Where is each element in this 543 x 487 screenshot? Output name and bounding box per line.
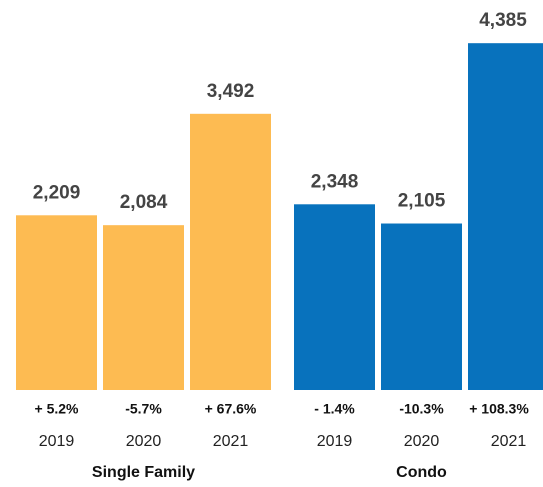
value-label: 4,385 xyxy=(479,10,527,31)
bar xyxy=(103,225,184,390)
change-label: -5.7% xyxy=(125,401,162,417)
x-tick-label: 2019 xyxy=(317,433,353,450)
x-tick-label: 2020 xyxy=(404,433,440,450)
group-label: Single Family xyxy=(92,464,195,481)
x-tick-label: 2021 xyxy=(491,433,527,450)
bar xyxy=(468,43,543,390)
value-label: 2,348 xyxy=(311,171,359,192)
x-tick-label: 2020 xyxy=(126,433,162,450)
value-label: 3,492 xyxy=(207,81,255,102)
x-tick-label: 2019 xyxy=(39,433,75,450)
value-label: 2,105 xyxy=(398,191,446,212)
bar xyxy=(381,223,462,390)
bar xyxy=(16,215,97,390)
change-label: + 67.6% xyxy=(205,401,257,417)
change-label: -10.3% xyxy=(399,401,444,417)
bar xyxy=(294,204,375,390)
value-label: 2,084 xyxy=(120,192,168,213)
change-label: + 5.2% xyxy=(35,401,80,417)
value-label: 2,209 xyxy=(33,182,81,203)
change-label: - 1.4% xyxy=(314,401,355,417)
change-label: + 108.3% xyxy=(469,401,529,417)
x-tick-label: 2021 xyxy=(213,433,249,450)
group-label: Condo xyxy=(396,464,447,481)
bar xyxy=(190,113,271,390)
